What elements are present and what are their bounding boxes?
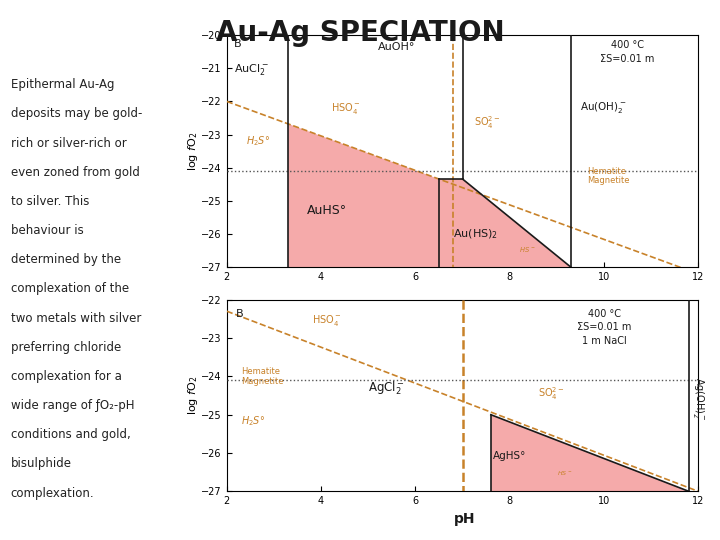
Text: 400 °C: 400 °C [611, 40, 644, 50]
Text: B: B [236, 309, 244, 319]
Text: AuCl$_2^-$: AuCl$_2^-$ [234, 62, 269, 77]
Text: AgHS°: AgHS° [493, 451, 526, 461]
Polygon shape [439, 179, 571, 267]
Polygon shape [288, 124, 439, 267]
Text: preferring chloride: preferring chloride [11, 341, 121, 354]
Text: ΣS=0.01 m: ΣS=0.01 m [577, 322, 631, 333]
Polygon shape [491, 415, 689, 491]
Text: rich or silver-rich or: rich or silver-rich or [11, 137, 127, 150]
Text: Au(HS)$_2$: Au(HS)$_2$ [453, 228, 498, 241]
Text: Epithermal Au-Ag: Epithermal Au-Ag [11, 78, 114, 91]
Text: HSO$_4^-$: HSO$_4^-$ [312, 313, 341, 328]
Text: Ag(OH)$_2^-$: Ag(OH)$_2^-$ [691, 377, 706, 421]
Text: $H_2S°$: $H_2S°$ [241, 414, 265, 428]
Y-axis label: log $f$O$_2$: log $f$O$_2$ [186, 132, 200, 171]
Text: $_{HS^-}$: $_{HS^-}$ [557, 469, 572, 478]
Text: Magnetite: Magnetite [588, 176, 630, 185]
Text: 400 °C: 400 °C [588, 309, 621, 319]
Text: to silver. This: to silver. This [11, 195, 89, 208]
Text: conditions and gold,: conditions and gold, [11, 428, 130, 441]
Text: 1 m NaCl: 1 m NaCl [582, 336, 626, 346]
Text: behaviour is: behaviour is [11, 224, 84, 237]
Text: deposits may be gold-: deposits may be gold- [11, 107, 142, 120]
Text: AgCl$_2^-$: AgCl$_2^-$ [368, 380, 405, 397]
Text: pH: pH [454, 512, 475, 526]
Text: wide range of ƒO₂-pH: wide range of ƒO₂-pH [11, 399, 135, 412]
Text: complexation.: complexation. [11, 487, 94, 500]
Text: Au-Ag SPECIATION: Au-Ag SPECIATION [216, 19, 504, 47]
Y-axis label: log $f$O$_2$: log $f$O$_2$ [186, 376, 200, 415]
Text: AuOH°: AuOH° [378, 42, 415, 52]
Text: Hematite: Hematite [588, 167, 626, 177]
Text: Hematite: Hematite [241, 367, 280, 376]
Text: $_{HS^-}$: $_{HS^-}$ [519, 245, 536, 254]
Text: B: B [234, 39, 241, 49]
Text: $H_2S°$: $H_2S°$ [246, 134, 270, 149]
Text: determined by the: determined by the [11, 253, 121, 266]
Text: even zoned from gold: even zoned from gold [11, 166, 140, 179]
Text: complexation for a: complexation for a [11, 370, 122, 383]
Text: HSO$_4^-$: HSO$_4^-$ [330, 102, 360, 117]
Text: Magnetite: Magnetite [241, 377, 284, 386]
Text: bisulphide: bisulphide [11, 457, 72, 470]
Text: Au(OH)$_2^-$: Au(OH)$_2^-$ [580, 100, 627, 114]
Text: ΣS=0.01 m: ΣS=0.01 m [600, 53, 655, 64]
Text: two metals with silver: two metals with silver [11, 312, 141, 325]
Text: SO$_4^{2-}$: SO$_4^{2-}$ [538, 386, 564, 402]
Text: AuHS°: AuHS° [307, 204, 347, 217]
Text: complexation of the: complexation of the [11, 282, 129, 295]
Text: SO$_4^{2-}$: SO$_4^{2-}$ [474, 114, 501, 131]
